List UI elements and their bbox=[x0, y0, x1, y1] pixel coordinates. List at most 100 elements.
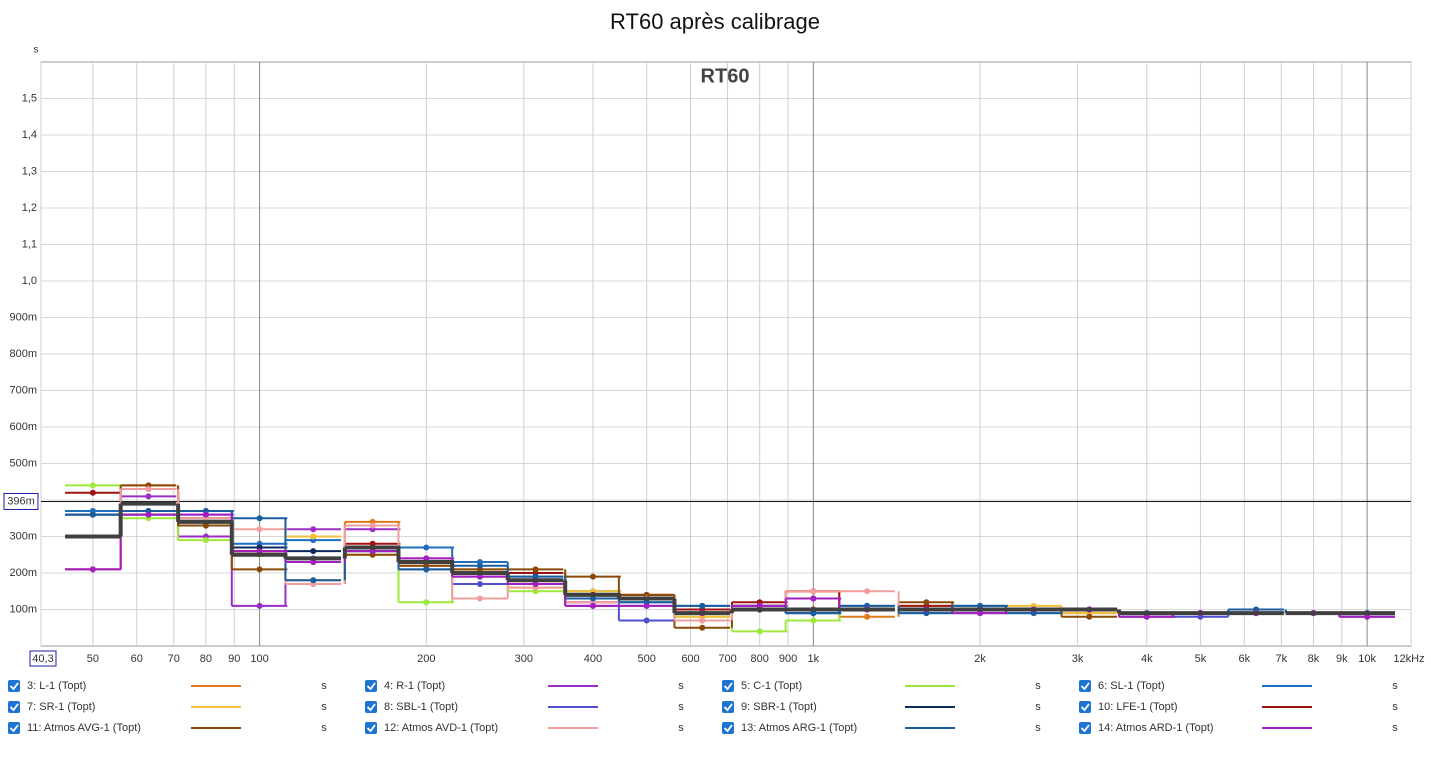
x-tick-label: 4k bbox=[1141, 653, 1153, 665]
cursor-box bbox=[3, 492, 39, 510]
legend-checkbox[interactable] bbox=[1079, 701, 1091, 713]
x-tick-label: 10k bbox=[1358, 653, 1376, 665]
legend-unit: s bbox=[1035, 701, 1041, 713]
legend-checkbox[interactable] bbox=[722, 680, 734, 692]
legend-checkbox[interactable] bbox=[1079, 680, 1091, 692]
checkbox-check bbox=[1080, 724, 1090, 733]
checkbox-check bbox=[366, 682, 376, 691]
y-tick-label: 1,4 bbox=[22, 129, 37, 141]
legend-label: 4: R-1 (Topt) bbox=[384, 680, 445, 692]
legend-checkbox[interactable] bbox=[1079, 722, 1091, 734]
data-point bbox=[256, 515, 263, 522]
x-tick-label: 9k bbox=[1336, 653, 1348, 665]
data-point bbox=[310, 577, 317, 584]
legend-checkbox[interactable] bbox=[365, 680, 377, 692]
x-start-box bbox=[29, 650, 57, 667]
legend-label: 5: C-1 (Topt) bbox=[741, 680, 802, 692]
legend-unit: s bbox=[1392, 722, 1398, 734]
checkbox-check bbox=[366, 703, 376, 712]
legend-checkbox[interactable] bbox=[365, 722, 377, 734]
data-point bbox=[310, 559, 317, 566]
data-point bbox=[423, 555, 430, 562]
data-point bbox=[589, 573, 596, 580]
data-point bbox=[476, 573, 483, 580]
legend-checkbox[interactable] bbox=[8, 680, 20, 692]
checkbox-check bbox=[723, 682, 733, 691]
checkbox-check bbox=[366, 724, 376, 733]
y-tick-label: 600m bbox=[9, 421, 37, 433]
x-tick-label: 7k bbox=[1276, 653, 1288, 665]
y-tick-label: 200m bbox=[9, 567, 37, 579]
data-point bbox=[643, 617, 650, 624]
chart-title: RT60 après calibrage bbox=[610, 9, 820, 34]
checkbox-check bbox=[723, 703, 733, 712]
x-tick-label: 100 bbox=[250, 653, 268, 665]
data-point bbox=[202, 511, 209, 518]
legend-unit: s bbox=[321, 701, 327, 713]
y-tick-label: 300m bbox=[9, 530, 37, 542]
legend-label: 7: SR-1 (Topt) bbox=[27, 701, 95, 713]
x-tick-label: 800 bbox=[751, 653, 769, 665]
checkbox-check bbox=[1080, 703, 1090, 712]
legend-checkbox[interactable] bbox=[722, 722, 734, 734]
data-point bbox=[643, 602, 650, 609]
y-unit: s bbox=[34, 45, 39, 56]
data-point bbox=[310, 548, 317, 555]
data-point bbox=[923, 599, 930, 606]
y-tick-label: 800m bbox=[9, 348, 37, 360]
legend-unit: s bbox=[678, 722, 684, 734]
data-point bbox=[89, 489, 96, 496]
legend-unit: s bbox=[678, 680, 684, 692]
data-point bbox=[89, 482, 96, 489]
data-point bbox=[1364, 613, 1371, 620]
checkbox-check bbox=[9, 703, 19, 712]
x-tick-label: 40,3 bbox=[32, 653, 53, 665]
data-point bbox=[423, 544, 430, 551]
y-tick-label: 1,0 bbox=[22, 275, 37, 287]
data-point bbox=[977, 610, 984, 617]
data-point bbox=[532, 566, 539, 573]
data-point bbox=[589, 602, 596, 609]
legend-checkbox[interactable] bbox=[365, 701, 377, 713]
data-point bbox=[699, 624, 706, 631]
inner-title: RT60 bbox=[701, 65, 750, 87]
x-tick-label: 90 bbox=[228, 653, 240, 665]
data-point bbox=[369, 522, 376, 529]
checkbox-check bbox=[9, 724, 19, 733]
legend-unit: s bbox=[678, 701, 684, 713]
x-tick-label: 5k bbox=[1195, 653, 1207, 665]
legend-checkbox[interactable] bbox=[8, 701, 20, 713]
legend-label: 12: Atmos AVD-1 (Topt) bbox=[384, 722, 498, 734]
checkbox-check bbox=[9, 682, 19, 691]
y-tick-label: 100m bbox=[9, 603, 37, 615]
legend-checkbox[interactable] bbox=[8, 722, 20, 734]
data-point bbox=[202, 537, 209, 544]
data-point bbox=[310, 533, 317, 540]
x-tick-label: 200 bbox=[417, 653, 435, 665]
x-tick-label: 500 bbox=[637, 653, 655, 665]
legend-checkbox[interactable] bbox=[722, 701, 734, 713]
data-point bbox=[589, 595, 596, 602]
legend-unit: s bbox=[1035, 680, 1041, 692]
legend-unit: s bbox=[1392, 680, 1398, 692]
data-point bbox=[89, 566, 96, 573]
data-point bbox=[423, 566, 430, 573]
data-point bbox=[532, 573, 539, 580]
legend-label: 11: Atmos AVG-1 (Topt) bbox=[27, 722, 141, 734]
data-point bbox=[202, 522, 209, 529]
data-point bbox=[476, 562, 483, 569]
data-point bbox=[89, 511, 96, 518]
legend-label: 8: SBL-1 (Topt) bbox=[384, 701, 458, 713]
legend-unit: s bbox=[1035, 722, 1041, 734]
data-point bbox=[864, 588, 871, 595]
y-tick-label: 700m bbox=[9, 384, 37, 396]
checkbox-check bbox=[723, 724, 733, 733]
y-tick-label: 900m bbox=[9, 311, 37, 323]
x-tick-label: 900 bbox=[779, 653, 797, 665]
x-tick-label: 700 bbox=[718, 653, 736, 665]
data-point bbox=[699, 617, 706, 624]
x-tick-label: 8k bbox=[1308, 653, 1320, 665]
data-point bbox=[699, 602, 706, 609]
data-point bbox=[810, 617, 817, 624]
